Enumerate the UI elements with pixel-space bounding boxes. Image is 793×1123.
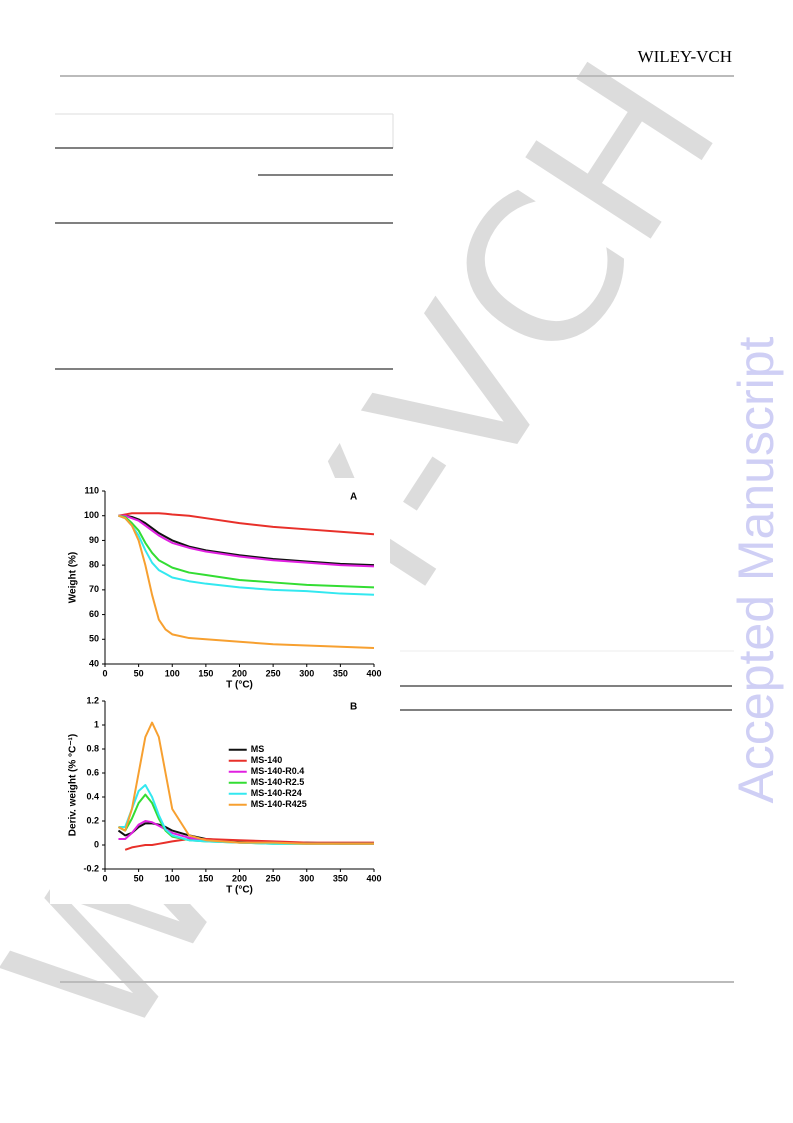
x-tick-label: 150 [198,668,213,678]
x-tick-label: 0 [102,873,107,883]
figure-background [50,478,390,904]
x-axis-label: T (°C) [226,680,253,691]
x-tick-label: 400 [366,668,381,678]
x-tick-label: 150 [198,873,213,883]
header-brand: WILEY-VCH [638,47,732,66]
x-tick-label: 400 [366,873,381,883]
series-line [118,514,375,589]
series-line [118,512,375,536]
series-line [118,514,375,649]
legend-label: MS [251,744,264,754]
legend-label: MS-140-R24 [251,788,302,798]
x-tick-label: 300 [299,668,314,678]
y-tick-label: 0.6 [86,767,99,777]
y-tick-label: 1 [94,719,99,729]
watermark-side: Accepted Manuscript [728,336,784,803]
y-tick-label: 0 [94,839,99,849]
legend-label: MS-140 [251,755,283,765]
x-tick-label: 200 [232,873,247,883]
y-tick-label: 110 [84,485,99,495]
y-tick-label: 0.8 [86,743,99,753]
y-tick-label: 80 [89,560,99,570]
legend-label: MS-140-R0.4 [251,766,305,776]
y-tick-label: 1.2 [86,695,99,705]
x-tick-label: 250 [266,873,281,883]
y-tick-label: 50 [89,634,99,644]
y-tick-label: 60 [89,609,99,619]
x-tick-label: 350 [333,668,348,678]
y-tick-label: 100 [84,510,99,520]
panel-label: A [350,492,357,503]
series-line [118,514,375,567]
x-tick-label: 250 [266,668,281,678]
y-tick-label: -0.2 [83,863,99,873]
y-axis-label: Weight (%) [68,552,79,603]
y-tick-label: 0.2 [86,815,99,825]
x-tick-label: 0 [102,668,107,678]
panel-label: B [350,702,357,713]
y-tick-label: 40 [89,658,99,668]
x-tick-label: 350 [333,873,348,883]
legend-label: MS-140-R425 [251,799,307,809]
series-line [117,721,374,845]
x-tick-label: 100 [165,873,180,883]
x-axis-label: T (°C) [226,885,253,896]
y-tick-label: 70 [89,584,99,594]
x-tick-label: 300 [299,873,314,883]
legend-label: MS-140-R2.5 [251,777,305,787]
series-line [118,514,375,568]
x-tick-label: 200 [232,668,247,678]
y-tick-label: 90 [89,535,99,545]
y-tick-label: 0.4 [86,791,99,801]
series-line [124,838,374,851]
x-tick-label: 50 [134,873,144,883]
series-line [118,514,375,596]
y-axis-label: Deriv. weight (% °C⁻¹) [68,734,79,836]
x-tick-label: 50 [134,668,144,678]
x-tick-label: 100 [165,668,180,678]
